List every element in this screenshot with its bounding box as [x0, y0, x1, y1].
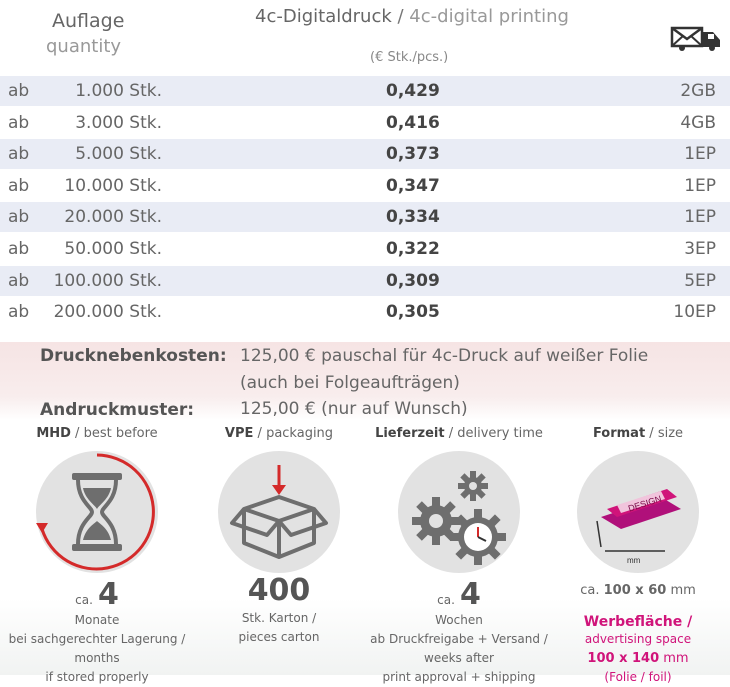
table-row: ab 200.000 Stk. 0,305 10EP	[8, 302, 716, 323]
gears-clock-icon	[398, 451, 520, 573]
table-row: ab 100.000 Stk. 0,309 5EP	[0, 265, 730, 296]
extra-costs-line1: 125,00 € pauschal für 4c-Druck auf weiße…	[240, 346, 649, 366]
unit-note: (€ Stk./pcs.)	[370, 50, 449, 65]
table-row: ab 20.000 Stk. 0,334 1EP	[0, 202, 730, 233]
size-value: 100 x 60	[603, 583, 667, 598]
table-row: ab 5.000 Stk. 0,373 1EP	[0, 139, 730, 170]
extra-costs-line2: (auch bei Folgeaufträgen)	[240, 373, 460, 393]
envelope-truck-icon	[670, 26, 720, 51]
best-before-value: 4	[97, 577, 119, 612]
additional-costs: Drucknebenkosten: 125,00 € pauschal für …	[0, 342, 730, 420]
product-features: MHD / best before ca. 4 Monate bei sachg…	[0, 420, 730, 684]
table-row: ab 50.000 Stk. 0,322 3EP	[8, 238, 716, 259]
quantity-header: Auflage quantity	[46, 8, 125, 60]
box-icon	[218, 451, 340, 573]
packaging-value: 400	[247, 573, 311, 608]
advertising-space-title: Werbefläche	[583, 614, 683, 630]
extra-costs-label: Drucknebenkosten:	[40, 346, 227, 366]
table-row: ab 10.000 Stk. 0,347 1EP	[8, 175, 716, 196]
hourglass-icon	[36, 451, 158, 573]
feature-packaging: VPE / packaging 400 Stk. Karton / pieces…	[189, 420, 369, 647]
table-row: ab 3.000 Stk. 0,416 4GB	[8, 112, 716, 133]
quantity-header-en: quantity	[46, 36, 122, 57]
proof-label: Andruckmuster:	[40, 400, 195, 420]
advertising-space-value: 100 x 140	[587, 651, 660, 666]
quantity-header-de: Auflage	[52, 10, 125, 32]
print-header-de: 4c-Digitaldruck	[255, 6, 392, 27]
feature-size: Format / size DESIGN mm ca. 100 x 60 mm …	[548, 420, 728, 687]
print-header: 4c-Digitaldruck / 4c-digital printing	[255, 6, 569, 27]
feature-best-before: MHD / best before ca. 4 Monate bei sachg…	[8, 426, 186, 684]
svg-text:mm: mm	[627, 556, 641, 565]
delivery-value: 4	[459, 577, 481, 612]
feature-delivery-time: Lieferzeit / delivery time	[370, 426, 548, 684]
wrapper-size-icon: DESIGN mm	[577, 451, 699, 573]
print-header-en: 4c-digital printing	[409, 6, 569, 27]
table-row: ab 1.000 Stk. 0,429 2GB	[0, 76, 730, 106]
price-table: ab 1.000 Stk. 0,429 2GB ab 3.000 Stk. 0,…	[0, 76, 730, 329]
proof-text: 125,00 € (nur auf Wunsch)	[240, 399, 468, 419]
